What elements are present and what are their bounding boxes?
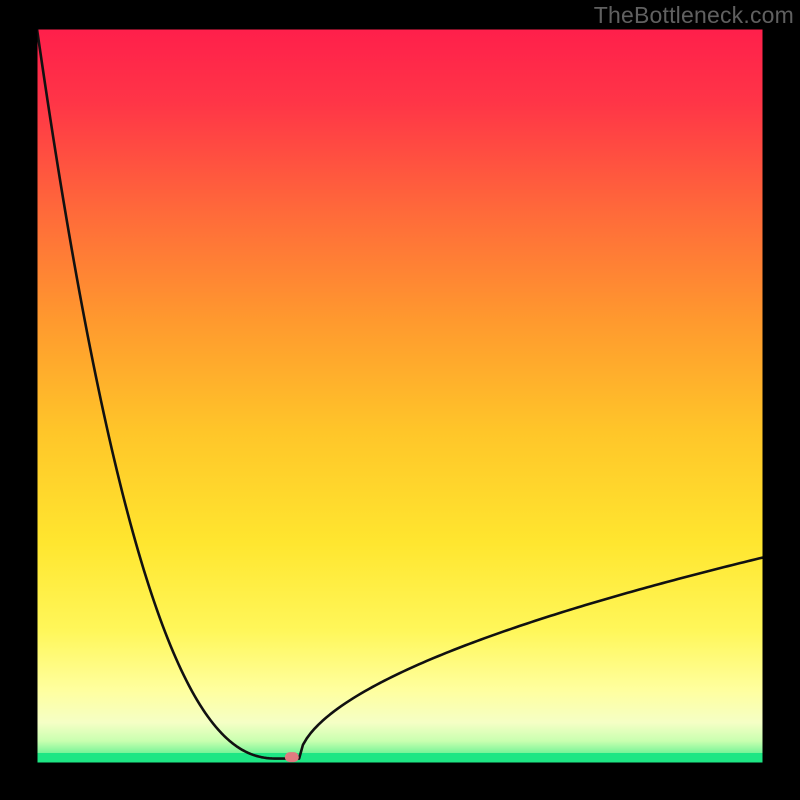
watermark-text: TheBottleneck.com <box>594 2 794 29</box>
optimal-marker <box>285 752 299 762</box>
chart-stage: TheBottleneck.com <box>0 0 800 800</box>
chart-svg <box>0 0 800 800</box>
